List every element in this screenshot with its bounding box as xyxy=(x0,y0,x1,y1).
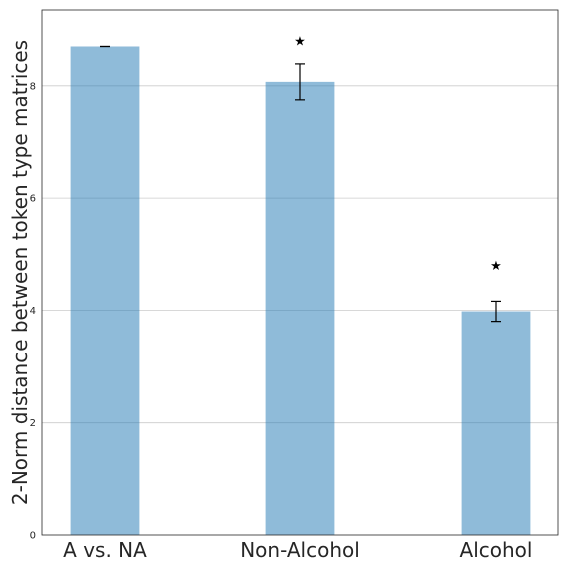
y-axis-title: 2-Norm distance between token type matri… xyxy=(8,40,32,505)
bar-0 xyxy=(70,46,140,536)
bars xyxy=(70,46,531,536)
error-bar-1 xyxy=(295,63,305,101)
plot-frame xyxy=(41,9,559,536)
x-tick-0: A vs. NA xyxy=(63,538,147,562)
x-tick-labels: A vs. NA Non-Alcohol Alcohol xyxy=(63,538,532,562)
y-tick-2: 2 xyxy=(30,418,36,429)
bar-1 xyxy=(265,81,335,536)
x-tick-1: Non-Alcohol xyxy=(240,538,360,562)
y-tick-labels: 0 2 4 6 8 xyxy=(30,81,36,541)
significance-star-2: ★ xyxy=(490,259,502,274)
y-tick-8: 8 xyxy=(30,81,36,92)
error-bars xyxy=(100,45,501,323)
y-tick-6: 6 xyxy=(30,194,36,205)
significance-markers: ★★ xyxy=(294,34,502,274)
x-tick-2: Alcohol xyxy=(460,538,533,562)
error-bar-2 xyxy=(491,300,501,323)
y-tick-4: 4 xyxy=(30,306,36,317)
bar-2 xyxy=(461,311,531,535)
significance-star-1: ★ xyxy=(294,34,306,49)
y-tick-0: 0 xyxy=(30,531,36,542)
